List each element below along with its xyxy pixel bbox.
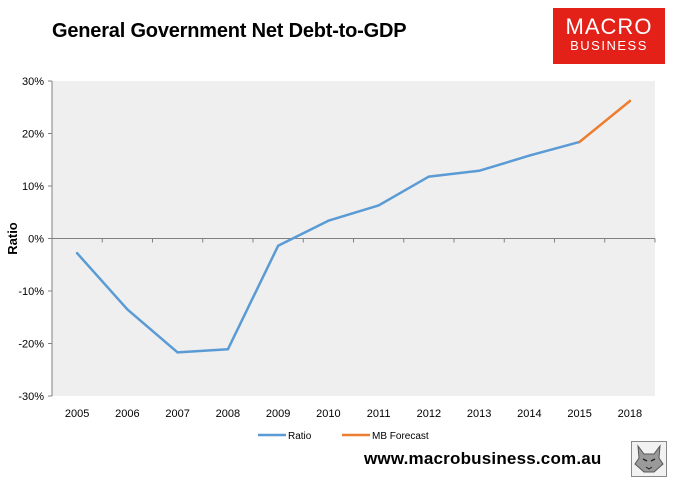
- x-tick-label: 2012: [417, 408, 441, 420]
- wolf-icon: [631, 441, 667, 477]
- logo-line-1: MACRO: [565, 14, 653, 39]
- y-axis: 30% 20% 10% 0% -10% -20% -30%: [18, 76, 53, 403]
- data-point: [176, 351, 179, 354]
- x-tick-label: 2007: [165, 408, 189, 420]
- website-url: www.macrobusiness.com.au: [364, 449, 602, 468]
- line-chart: 30% 20% 10% 0% -10% -20% -30% 2005 2006 2007 2008…: [5, 76, 656, 440]
- x-tick-label: 2008: [216, 408, 240, 420]
- x-tick-label: 2010: [316, 408, 340, 420]
- series-layer: [75, 99, 632, 354]
- data-point: [427, 175, 431, 178]
- x-tick-label: 2006: [115, 408, 139, 420]
- data-point: [477, 169, 481, 172]
- y-tick-label: -20%: [18, 339, 44, 351]
- series-line-mb-forecast: [578, 99, 632, 144]
- chart-title: General Government Net Debt-to-GDP: [52, 20, 407, 42]
- macrobusiness-logo: MACRO BUSINESS: [553, 8, 665, 64]
- data-point: [628, 99, 632, 103]
- x-tick-label: 2018: [618, 408, 642, 420]
- legend-label: MB Forecast: [372, 431, 429, 440]
- logo-line-2: BUSINESS: [570, 38, 648, 53]
- data-point: [75, 252, 79, 255]
- x-tick-label: 2013: [467, 408, 491, 420]
- data-point: [578, 140, 581, 144]
- legend: Ratio MB Forecast: [258, 431, 429, 440]
- y-tick-label: 10%: [22, 181, 44, 193]
- x-tick-label: 2011: [367, 408, 391, 420]
- y-tick-label: 0%: [28, 234, 44, 246]
- legend-label: Ratio: [288, 431, 312, 440]
- y-tick-label: -30%: [18, 391, 44, 403]
- x-tick-label: 2015: [567, 408, 591, 420]
- data-point: [528, 154, 531, 157]
- y-tick-label: 20%: [22, 129, 44, 141]
- data-point: [377, 204, 380, 207]
- data-point: [327, 219, 330, 222]
- data-point: [126, 308, 129, 311]
- data-point: [226, 348, 230, 351]
- y-tick-label: 30%: [22, 76, 44, 88]
- y-axis-label: Ratio: [5, 222, 20, 255]
- x-tick-label: 2005: [65, 408, 89, 420]
- y-tick-label: -10%: [18, 286, 44, 298]
- data-point: [276, 244, 280, 248]
- x-tick-label: 2014: [517, 408, 541, 420]
- x-axis: 2005 2006 2007 2008 2009 2010 2011 2012 2013 2014…: [51, 238, 656, 420]
- x-tick-label: 2009: [266, 408, 290, 420]
